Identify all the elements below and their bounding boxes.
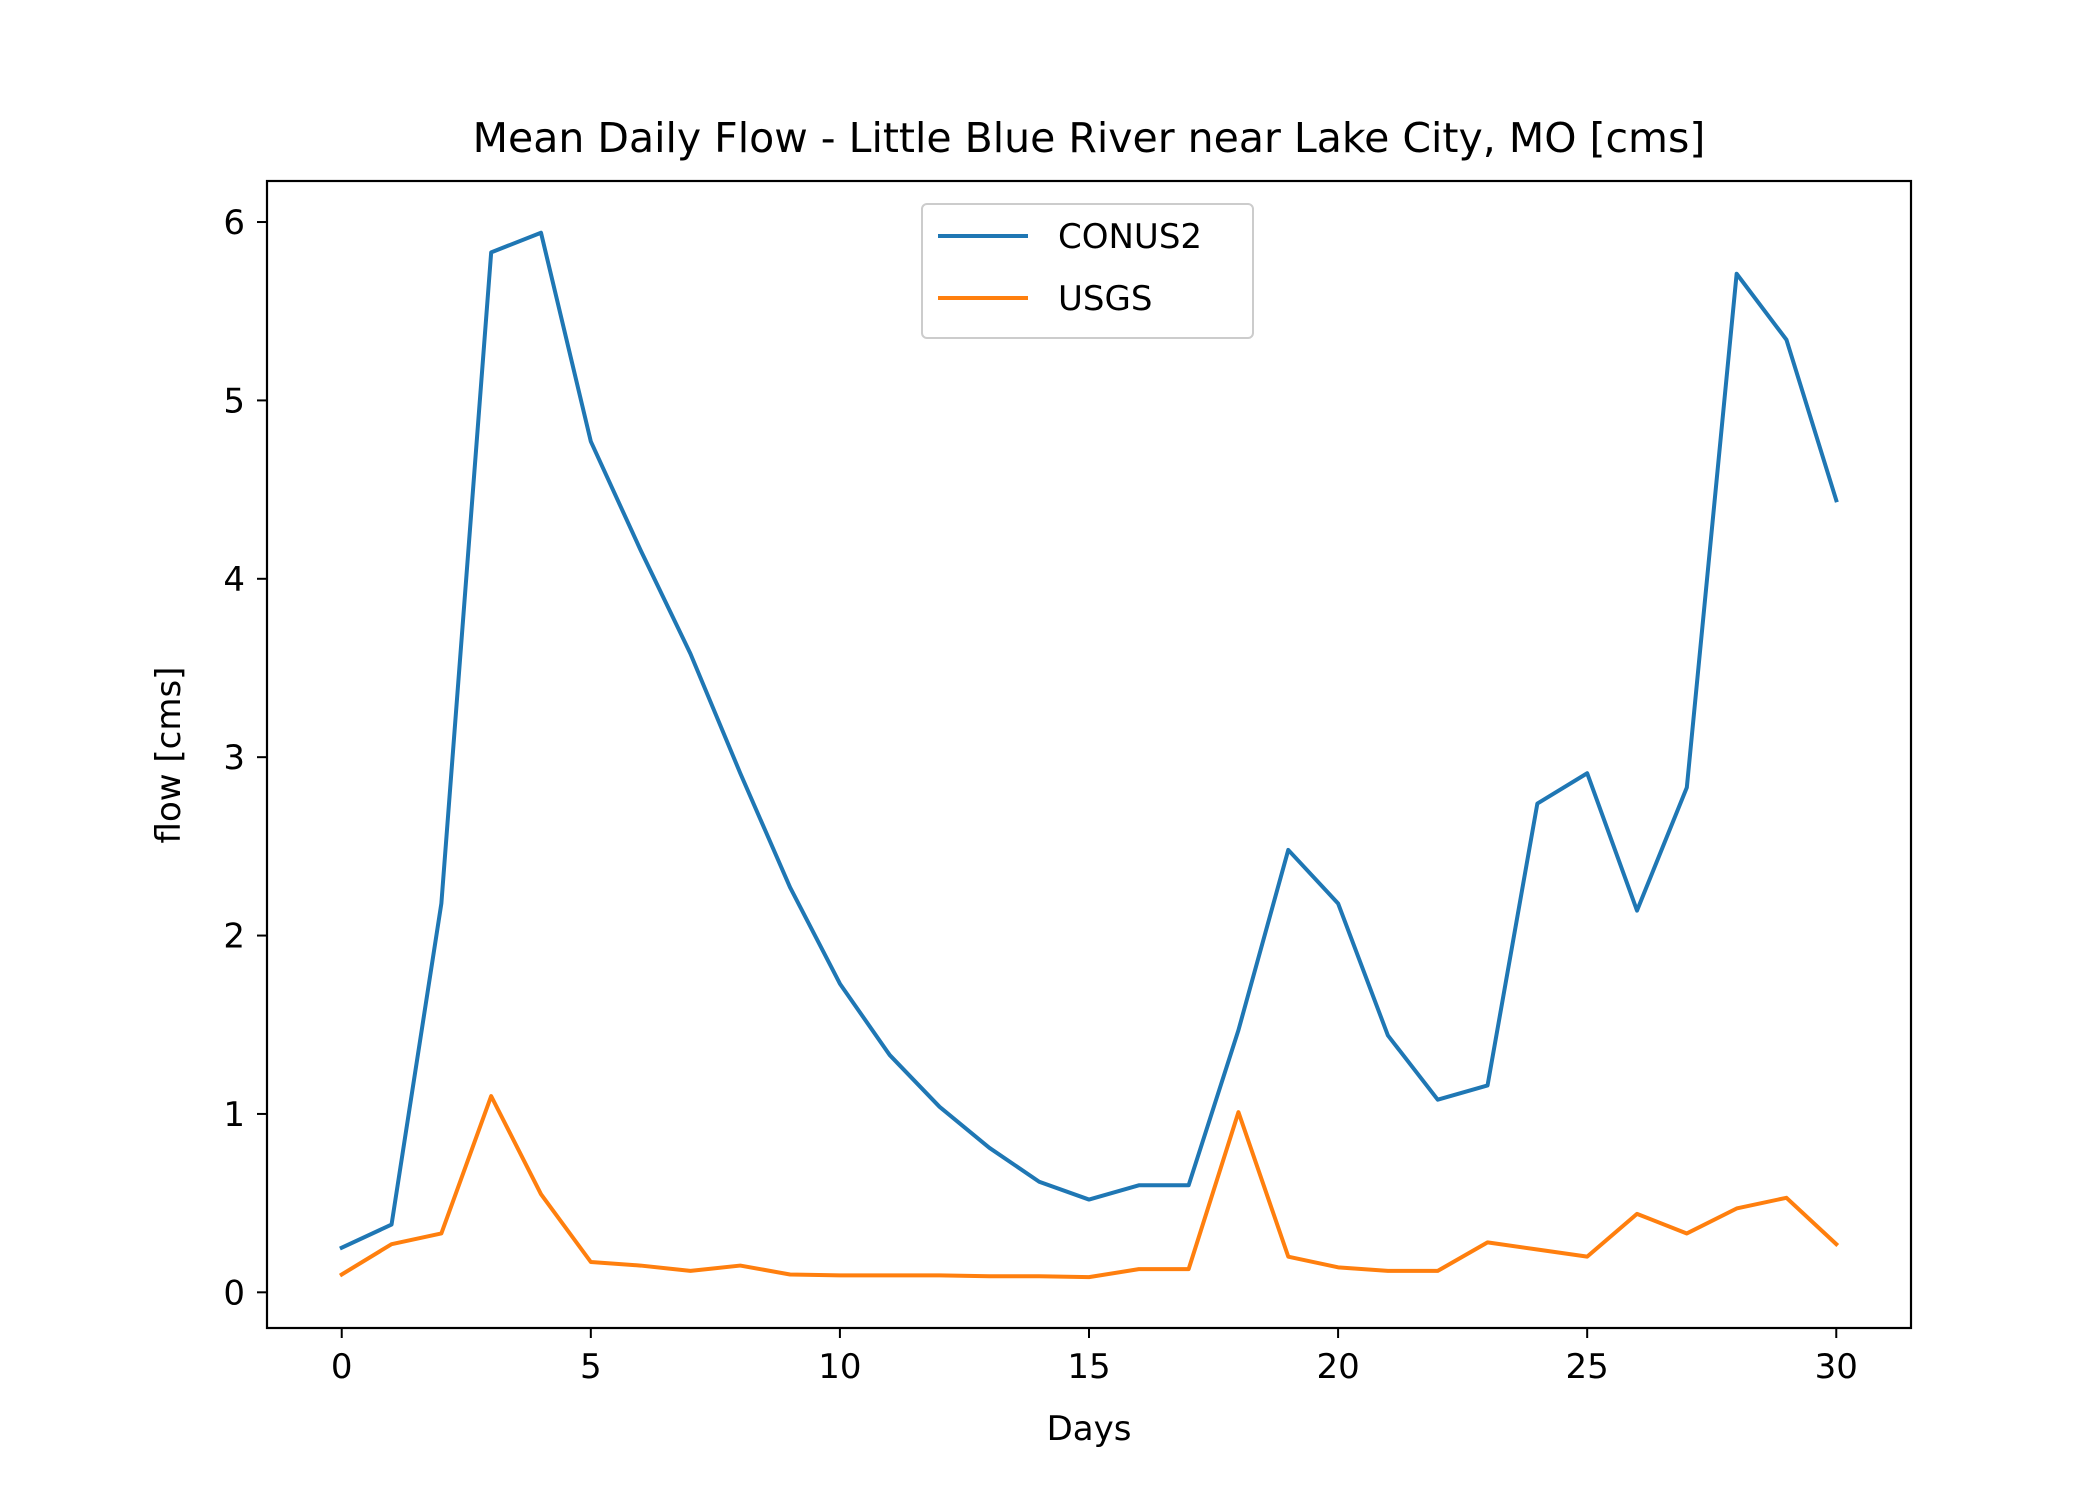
legend-label-conus2: CONUS2 xyxy=(1058,217,1202,257)
y-tick-label: 0 xyxy=(223,1273,245,1313)
series-layer xyxy=(338,230,1840,1280)
x-tick-label: 20 xyxy=(1316,1347,1359,1387)
y-axis-label: flow [cms] xyxy=(149,667,189,844)
series-line-conus2 xyxy=(339,230,1839,1251)
y-tick-label: 1 xyxy=(223,1095,245,1135)
series-conus2 xyxy=(339,230,1839,1251)
y-tick-label: 5 xyxy=(223,381,245,421)
y-tick-label: 2 xyxy=(223,917,245,957)
series-usgs xyxy=(338,1094,1840,1280)
x-axis: 0 5 10 15 20 25 30 xyxy=(331,1328,1858,1387)
y-tick-label: 6 xyxy=(223,203,245,243)
chart-title: Mean Daily Flow - Little Blue River near… xyxy=(473,114,1706,162)
x-tick-label: 15 xyxy=(1067,1347,1110,1387)
y-tick-label: 4 xyxy=(223,560,245,600)
x-tick-label: 0 xyxy=(331,1347,353,1387)
x-axis-label: Days xyxy=(1047,1409,1132,1449)
x-tick-label: 10 xyxy=(818,1347,861,1387)
legend: CONUS2 USGS xyxy=(921,203,1254,339)
legend-label-usgs: USGS xyxy=(1058,279,1152,319)
y-axis: 0 1 2 3 4 5 6 xyxy=(223,203,267,1313)
x-tick-label: 25 xyxy=(1566,1347,1609,1387)
x-tick-label: 5 xyxy=(580,1347,602,1387)
series-line-usgs xyxy=(338,1094,1840,1280)
x-tick-label: 30 xyxy=(1815,1347,1858,1387)
y-tick-label: 3 xyxy=(223,738,245,778)
